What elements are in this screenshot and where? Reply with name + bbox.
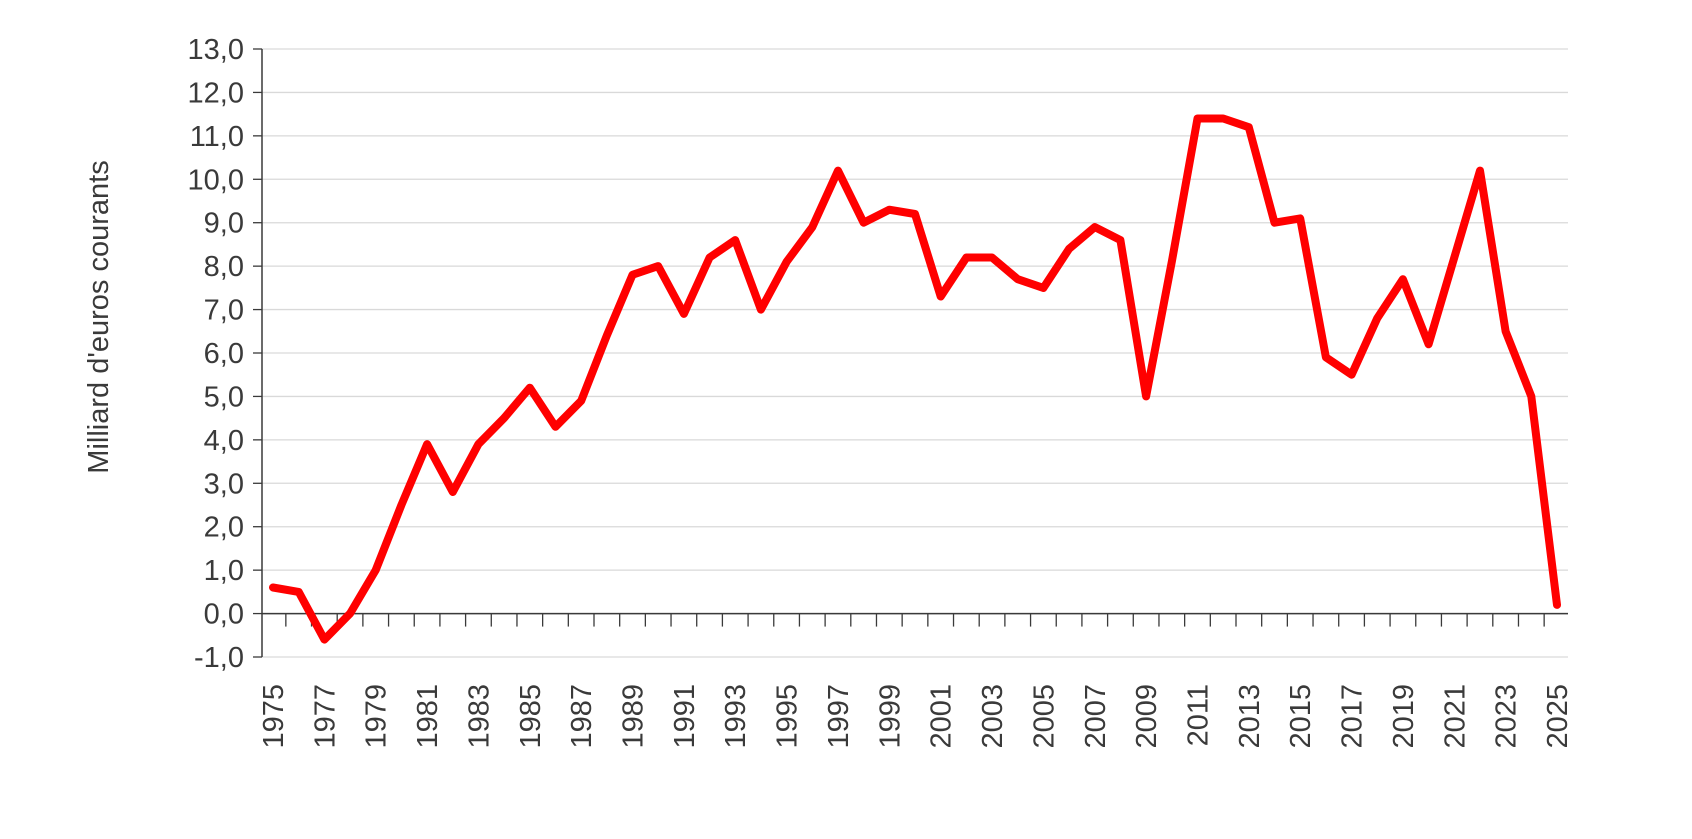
x-tick-label: 1989: [618, 684, 650, 749]
x-tick-label: 1997: [823, 684, 855, 749]
x-tick-label: 2001: [926, 684, 958, 749]
x-tick-label: 2011: [1182, 684, 1214, 746]
y-tick-label: 5,0: [204, 381, 244, 413]
y-tick-label: 11,0: [190, 121, 244, 153]
x-tick-label: 2007: [1080, 684, 1112, 749]
x-tick-label: 2021: [1439, 684, 1471, 749]
y-tick-label: 6,0: [204, 338, 244, 370]
x-axis-tick-labels: 1975 1977 1979 1981 1983 1985 1987 1989 1991 1993…: [258, 684, 1574, 749]
y-tick-label: 13,0: [188, 34, 244, 66]
x-tick-label: 2015: [1285, 684, 1317, 749]
x-tick-label: 1981: [412, 684, 444, 749]
x-tick-label: 1999: [874, 684, 906, 749]
y-tick-label: 12,0: [188, 77, 244, 109]
x-tick-label: 1991: [669, 684, 701, 749]
y-tick-label: 8,0: [204, 251, 244, 283]
x-tick-label: 1979: [361, 684, 393, 749]
x-tick-label: 2013: [1234, 684, 1266, 749]
gridlines: [262, 48, 1568, 658]
axes: [253, 48, 1568, 658]
y-tick-label: 7,0: [204, 295, 244, 327]
x-tick-label: 2005: [1028, 684, 1060, 749]
x-tick-label: 2017: [1337, 684, 1369, 749]
y-axis-tick-labels: 13,0 12,0 11,0 10,0 9,0 8,0 7,0 6,0 5,0 4,0 3,0 2,0…: [188, 34, 244, 674]
x-tick-label: 1993: [720, 684, 752, 749]
y-tick-label: -1,0: [194, 642, 244, 674]
x-tick-label: 2009: [1131, 684, 1163, 749]
y-tick-label: 2,0: [204, 512, 244, 544]
x-tick-label: 1985: [515, 684, 547, 749]
x-tick-label: 1995: [772, 684, 804, 749]
x-tick-label: 1987: [566, 684, 598, 749]
series-layer: [269, 114, 1561, 644]
y-tick-label: 0,0: [204, 599, 244, 631]
series-line: [269, 114, 1561, 644]
y-tick-label: 3,0: [204, 468, 244, 500]
y-axis-title: Milliard d'euros courants: [83, 160, 115, 473]
y-tick-label: 10,0: [188, 164, 244, 196]
x-tick-label: 1975: [258, 684, 290, 749]
y-tick-label: 9,0: [204, 208, 244, 240]
x-tick-label: 2019: [1388, 684, 1420, 749]
x-tick-label: 2003: [977, 684, 1009, 749]
x-tick-label: 1983: [463, 684, 495, 749]
x-tick-label: 2025: [1542, 684, 1574, 749]
y-tick-label: 4,0: [204, 425, 244, 457]
x-tick-label: 2023: [1491, 684, 1523, 749]
y-tick-label: 1,0: [204, 555, 244, 587]
x-tick-label: 1977: [309, 684, 341, 749]
